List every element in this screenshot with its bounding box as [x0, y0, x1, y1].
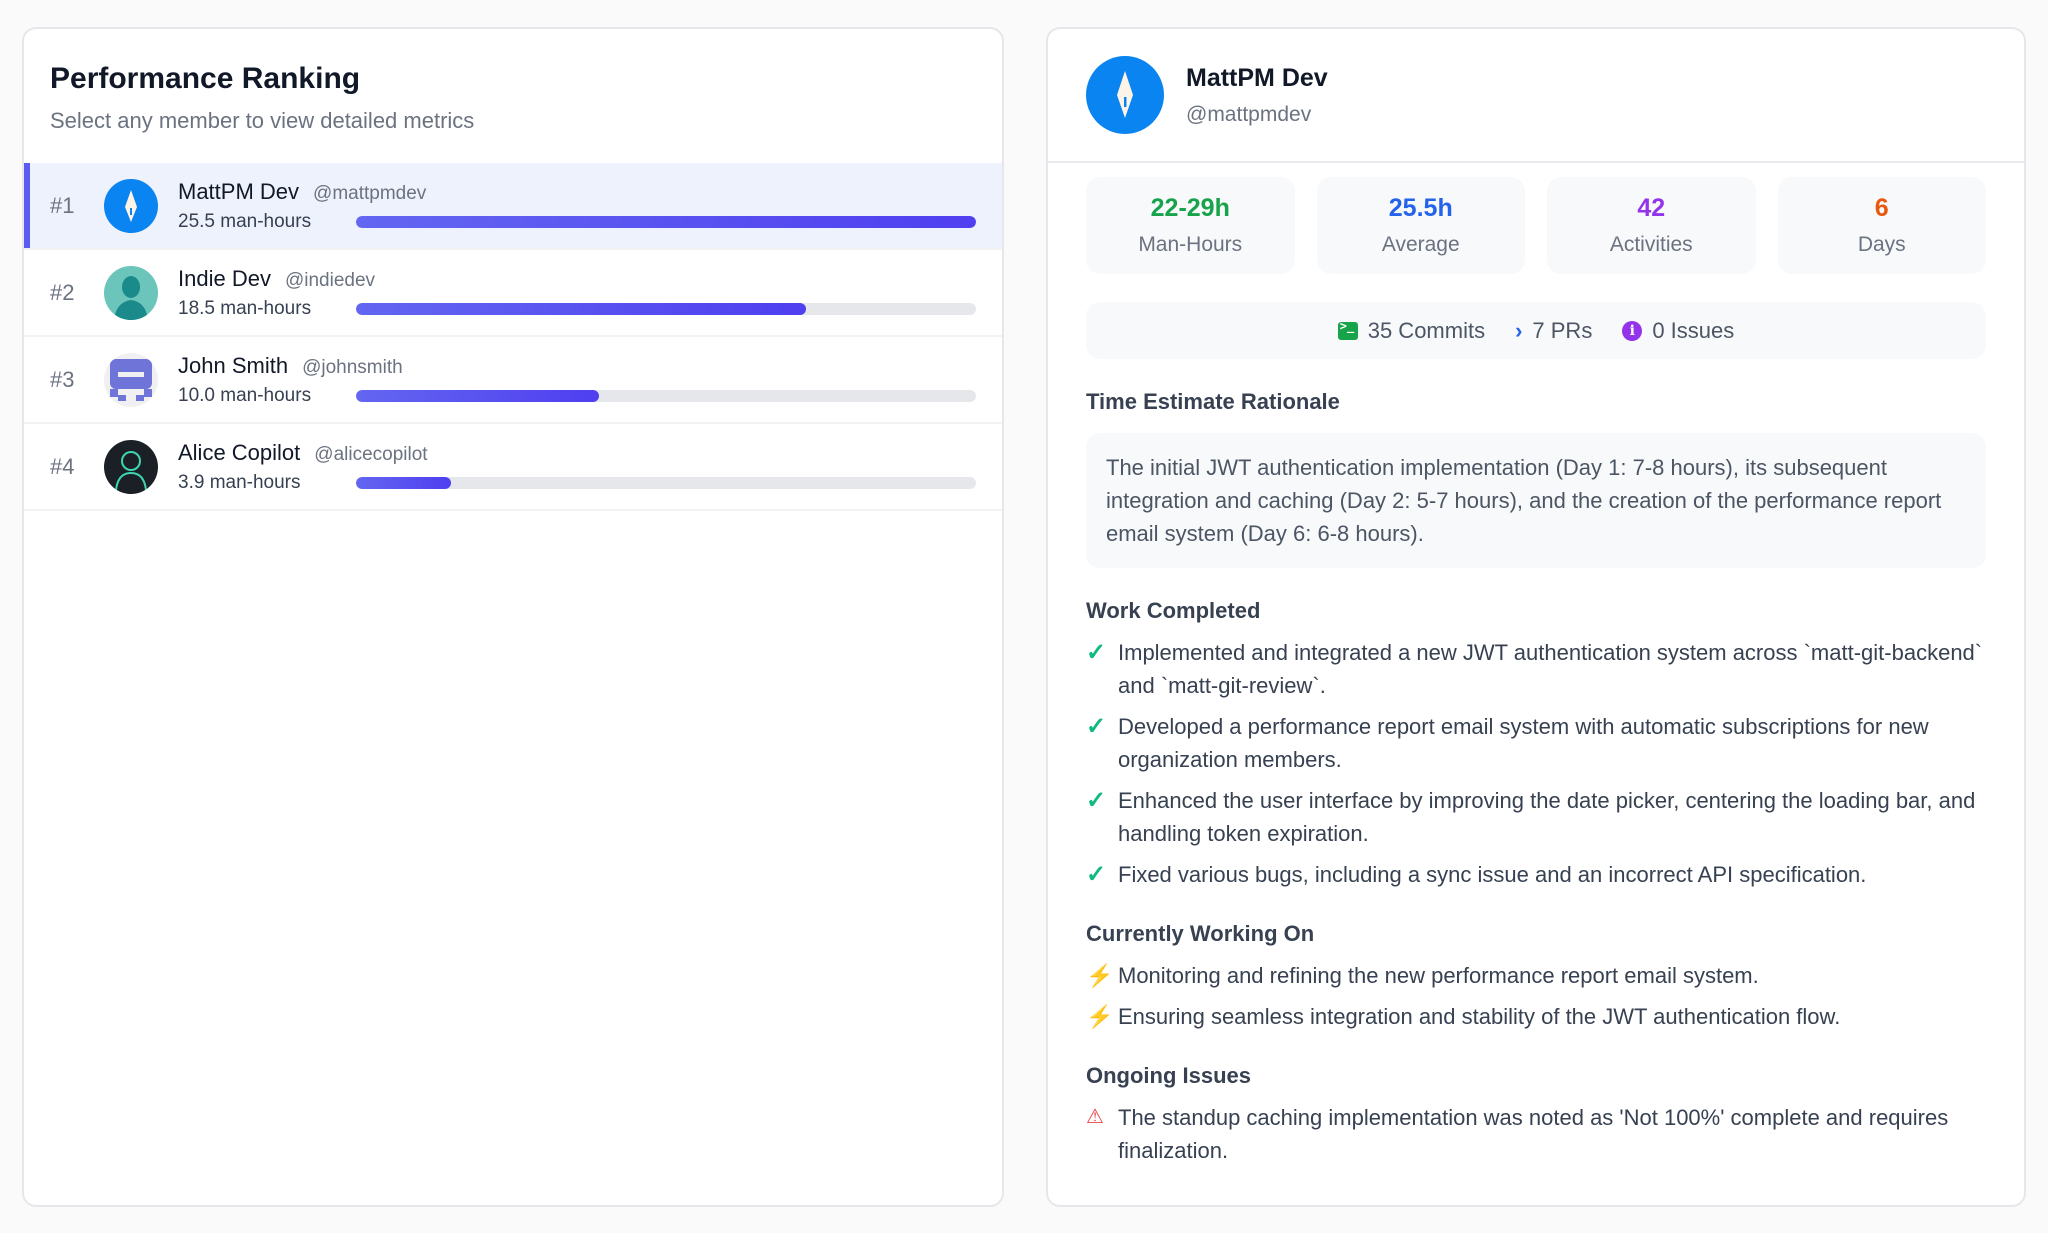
hours-progress-fill [356, 389, 600, 402]
stat-average: 25.5h Average [1316, 177, 1525, 274]
list-item-text: Fixed various bugs, including a sync iss… [1118, 862, 1867, 887]
check-icon: ✓ [1086, 713, 1107, 740]
performance-ranking-panel: Performance Ranking Select any member to… [22, 27, 1004, 1207]
member-name: John Smith [178, 352, 289, 378]
list-item-text: Developed a performance report email sys… [1118, 714, 1929, 772]
list-item: ⚡ Monitoring and refining the new perform… [1086, 959, 1986, 992]
member-hours: 10.0 man-hours [178, 384, 312, 406]
member-handle: @alicecopilot [314, 443, 428, 465]
hours-progress-fill [356, 302, 806, 315]
hours-progress-bar [356, 215, 976, 228]
ranking-header: Performance Ranking Select any member to… [24, 29, 1002, 163]
issues-count: i 0 Issues [1622, 318, 1734, 344]
member-handle: @mattpmdev [313, 182, 427, 204]
list-item-text: Ensuring seamless integration and stabil… [1118, 1004, 1841, 1029]
member-name: Alice Copilot [178, 439, 301, 465]
terminal-icon [1337, 319, 1358, 340]
list-item: ✓ Fixed various bugs, including a sync is… [1086, 858, 1986, 891]
stat-label: Average [1381, 233, 1460, 256]
member-detail-header: MattPM Dev @mattpmdev [1048, 29, 2024, 163]
member-handle: @indiedev [284, 269, 376, 291]
ongoing-issues-list: ⚠ The standup caching implementation was … [1086, 1101, 1986, 1167]
hours-progress-fill [356, 476, 451, 489]
list-item-text: Enhanced the user interface by improving… [1118, 788, 1976, 846]
member-name: MattPM Dev [178, 178, 300, 204]
stat-value: 22-29h [1150, 194, 1230, 222]
issues-label: 0 Issues [1652, 317, 1735, 343]
list-item: ✓ Implemented and integrated a new JWT au… [1086, 636, 1986, 702]
stat-value: 6 [1874, 194, 1889, 222]
ranking-row-indiedev[interactable]: #2 Indie Dev @indiedev 18.5 man-hours [24, 250, 1002, 337]
check-icon: ✓ [1086, 861, 1107, 888]
member-hours: 25.5 man-hours [178, 210, 312, 232]
prs-label: 7 PRs [1532, 317, 1593, 343]
list-item: ⚡ Ensuring seamless integration and stabi… [1086, 1000, 1986, 1033]
check-icon: ✓ [1086, 639, 1107, 666]
avatar-silhouette-icon [104, 265, 158, 320]
ranking-row-mattpmdev[interactable]: #1 MattPM Dev @mattpmdev 25.5 man-hours [24, 163, 1002, 250]
hours-progress-fill [356, 215, 976, 228]
working-on-list: ⚡ Monitoring and refining the new perform… [1086, 959, 1986, 1033]
work-completed-list: ✓ Implemented and integrated a new JWT au… [1086, 636, 1986, 891]
ranking-row-johnsmith[interactable]: #3 John Smith @johnsmith 10.0 man-hours [24, 337, 1002, 424]
hours-progress-bar [356, 476, 976, 489]
hours-progress-bar [356, 389, 976, 402]
info-icon: i [1622, 320, 1643, 341]
hours-progress-bar [356, 302, 976, 315]
avatar-compass-icon [104, 178, 158, 233]
ranking-list: #1 MattPM Dev @mattpmdev 25.5 man-hours … [24, 163, 1002, 511]
ranking-title: Performance Ranking [50, 62, 361, 95]
rationale-title: Time Estimate Rationale [1086, 389, 1340, 414]
activity-summary: 35 Commits › 7 PRs i 0 Issues [1086, 302, 1986, 359]
stat-label: Days [1857, 233, 1906, 256]
rank-number: #4 [50, 453, 75, 479]
rank-number: #1 [50, 192, 75, 218]
member-hours: 3.9 man-hours [178, 471, 301, 493]
avatar-user-outline-icon [104, 439, 158, 494]
ongoing-issues-title: Ongoing Issues [1086, 1063, 1252, 1088]
stats-row: 22-29h Man-Hours 25.5h Average 42 Activi… [1086, 177, 1986, 274]
stat-value: 25.5h [1388, 194, 1453, 222]
member-hours: 18.5 man-hours [178, 297, 312, 319]
stat-days: 6 Days [1777, 177, 1986, 274]
member-handle: @johnsmith [302, 356, 403, 378]
lightning-icon: ⚡ [1086, 963, 1114, 988]
detail-member-name: MattPM Dev [1186, 63, 1328, 92]
prs-count: › 7 PRs [1515, 318, 1592, 344]
rank-number: #2 [50, 279, 75, 305]
ranking-subtitle: Select any member to view detailed metri… [50, 108, 475, 133]
stat-man-hours: 22-29h Man-Hours [1086, 177, 1295, 274]
list-item-text: The standup caching implementation was n… [1118, 1105, 1949, 1163]
work-completed-title: Work Completed [1086, 598, 1261, 623]
check-icon: ✓ [1086, 787, 1107, 814]
list-item-text: Implemented and integrated a new JWT aut… [1118, 640, 1983, 698]
commits-label: 35 Commits [1367, 317, 1486, 343]
list-item-text: Monitoring and refining the new performa… [1118, 963, 1759, 988]
rank-number: #3 [50, 366, 75, 392]
avatar-compass-icon [1086, 56, 1164, 134]
stat-value: 42 [1637, 194, 1666, 222]
lightning-icon: ⚡ [1086, 1004, 1114, 1029]
ranking-row-alicecopilot[interactable]: #4 Alice Copilot @alicecopilot 3.9 man-h… [24, 424, 1002, 511]
member-detail-panel: MattPM Dev @mattpmdev 22-29h Man-Hours 2… [1046, 27, 2026, 1207]
rationale-text: The initial JWT authentication implement… [1086, 433, 1986, 568]
stat-activities: 42 Activities [1547, 177, 1756, 274]
working-on-title: Currently Working On [1086, 921, 1315, 946]
stat-label: Activities [1609, 233, 1693, 256]
list-item: ✓ Enhanced the user interface by improvin… [1086, 784, 1986, 850]
commits-count: 35 Commits [1337, 317, 1486, 344]
chevron-right-icon: › [1515, 317, 1523, 343]
list-item: ⚠ The standup caching implementation was … [1086, 1101, 1986, 1167]
member-name: Indie Dev [178, 265, 271, 291]
stat-label: Man-Hours [1138, 233, 1243, 256]
detail-member-handle: @mattpmdev [1186, 102, 1312, 126]
warning-icon: ⚠ [1086, 1106, 1104, 1128]
avatar-pixel-icon [104, 352, 158, 407]
list-item: ✓ Developed a performance report email sy… [1086, 710, 1986, 776]
